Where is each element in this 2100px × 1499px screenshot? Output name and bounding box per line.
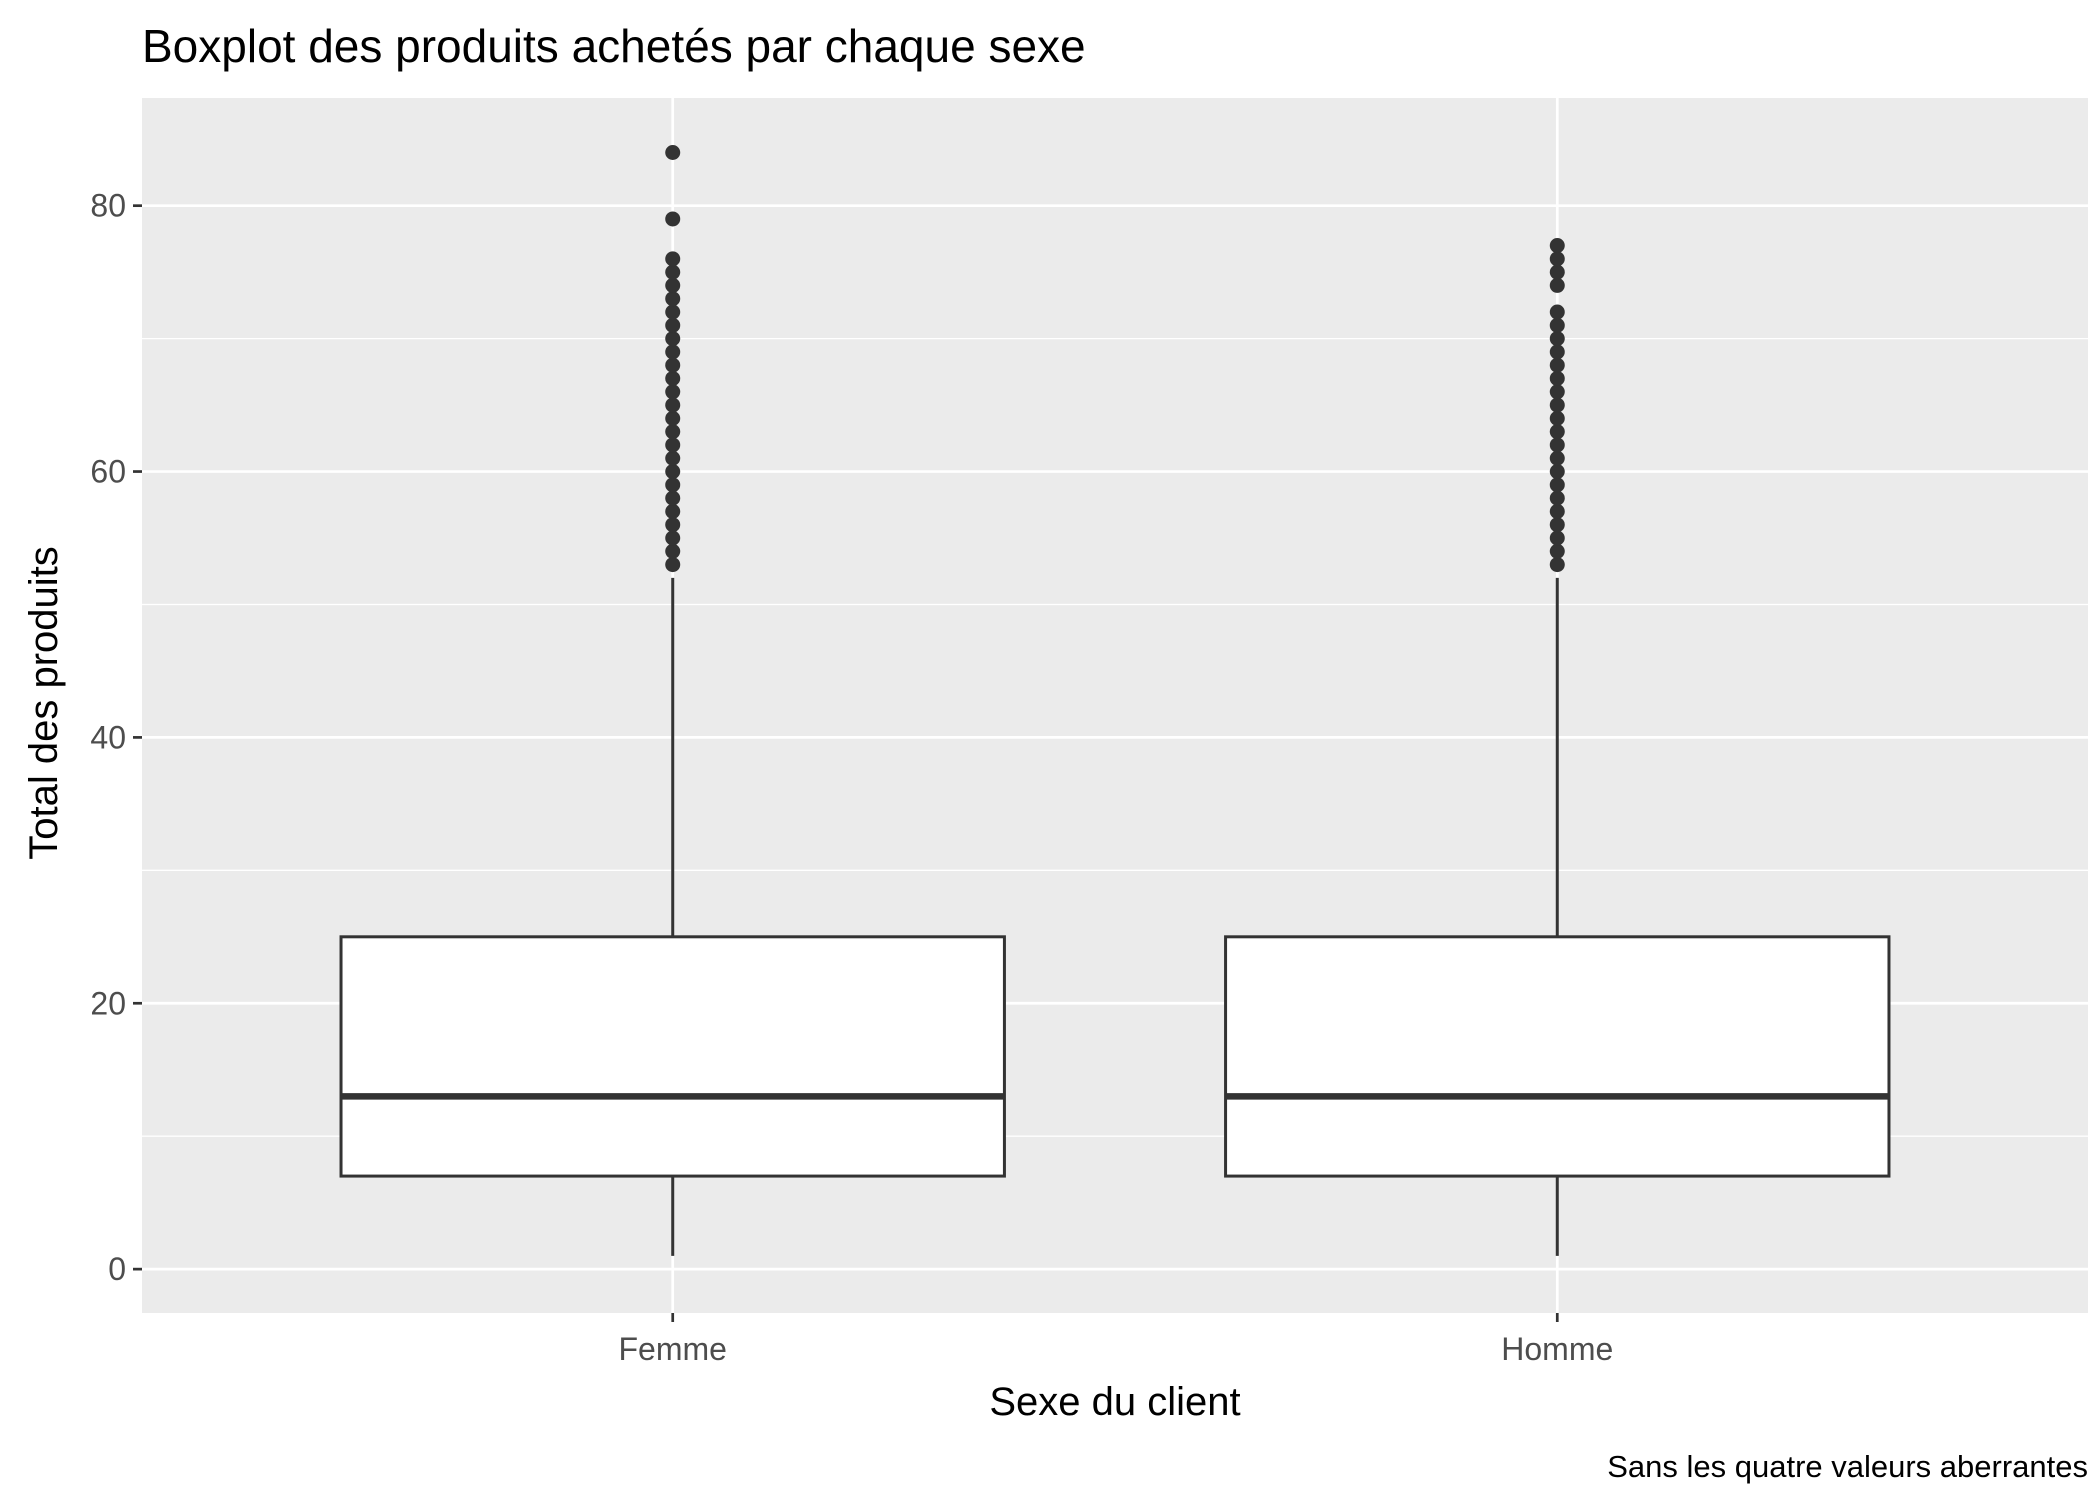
outlier-point — [665, 317, 681, 333]
box-series — [339, 145, 1891, 1256]
outlier-point — [1549, 357, 1565, 373]
x-axis: Femme Homme — [619, 1313, 1613, 1367]
outlier-point — [1549, 384, 1565, 400]
x-tick-label-homme: Homme — [1501, 1331, 1613, 1367]
outlier-point — [1549, 517, 1565, 533]
y-tick-label: 40 — [90, 719, 126, 755]
outlier-point — [1549, 344, 1565, 360]
outlier-point — [1549, 331, 1565, 347]
outlier-point — [665, 291, 681, 307]
x-tick-label-femme: Femme — [619, 1331, 727, 1367]
y-tick-label: 60 — [90, 454, 126, 490]
outlier-point — [1549, 464, 1565, 480]
outlier-point — [665, 477, 681, 493]
outlier-point — [665, 384, 681, 400]
x-axis-title: Sexe du client — [989, 1380, 1240, 1424]
outlier-point — [1549, 503, 1565, 519]
y-axis-title: Total des produits — [22, 546, 66, 860]
outlier-point — [665, 517, 681, 533]
outlier-point — [1549, 530, 1565, 546]
outlier-point — [1549, 557, 1565, 573]
outlier-point — [665, 397, 681, 413]
outlier-point — [665, 370, 681, 386]
chart-caption: Sans les quatre valeurs aberrantes — [1607, 1449, 2088, 1484]
outlier-point — [1549, 370, 1565, 386]
outlier-point — [665, 530, 681, 546]
outlier-point — [665, 145, 681, 161]
outlier-point — [665, 277, 681, 293]
box-homme — [1224, 238, 1891, 1256]
outlier-point — [1549, 490, 1565, 506]
outlier-point — [1549, 450, 1565, 466]
outlier-point — [665, 331, 681, 347]
outlier-point — [1549, 238, 1565, 254]
y-axis: 0 20 40 60 80 — [90, 188, 142, 1287]
outlier-point — [665, 437, 681, 453]
outlier-point — [665, 464, 681, 480]
outlier-point — [665, 543, 681, 559]
outlier-point — [665, 424, 681, 440]
outlier-point — [665, 357, 681, 373]
box-iqr — [1224, 935, 1891, 1178]
outlier-point — [1549, 277, 1565, 293]
y-tick-label: 0 — [108, 1251, 126, 1287]
outlier-point — [1549, 264, 1565, 280]
outlier-point — [665, 557, 681, 573]
outlier-point — [665, 490, 681, 506]
outlier-point — [1549, 424, 1565, 440]
outlier-point — [1549, 477, 1565, 493]
outlier-point — [665, 410, 681, 426]
outlier-point — [665, 503, 681, 519]
outlier-point — [1549, 543, 1565, 559]
outlier-point — [1549, 410, 1565, 426]
outlier-point — [1549, 251, 1565, 267]
outlier-point — [665, 264, 681, 280]
outlier-point — [1549, 437, 1565, 453]
outlier-point — [1549, 304, 1565, 320]
box-femme — [339, 145, 1006, 1256]
outlier-point — [1549, 397, 1565, 413]
outlier-point — [665, 450, 681, 466]
outlier-point — [1549, 317, 1565, 333]
outlier-point — [665, 304, 681, 320]
outlier-point — [665, 211, 681, 227]
y-tick-label: 80 — [90, 188, 126, 224]
chart-title: Boxplot des produits achetés par chaque … — [142, 20, 1086, 72]
y-tick-label: 20 — [90, 985, 126, 1021]
box-iqr — [339, 935, 1006, 1178]
outlier-point — [665, 251, 681, 267]
outlier-point — [665, 344, 681, 360]
